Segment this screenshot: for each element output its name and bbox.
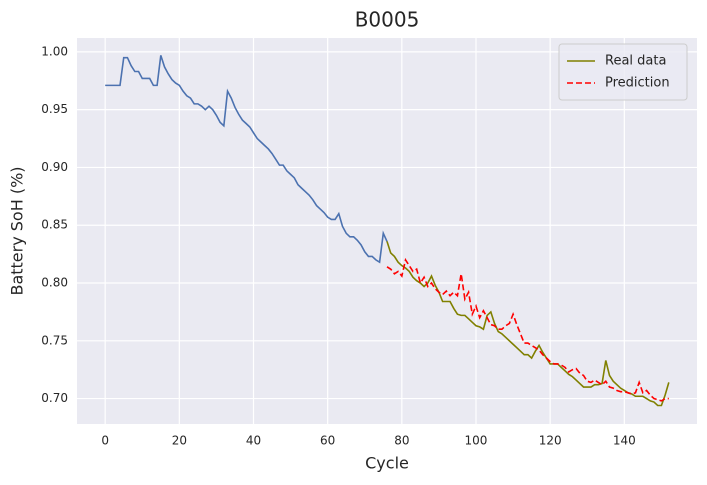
y-tick-label: 1.00	[41, 44, 68, 58]
legend-label: Prediction	[605, 76, 670, 91]
x-axis-label: Cycle	[365, 454, 409, 473]
legend: Real data Prediction	[558, 43, 688, 101]
x-tick-label: 80	[394, 434, 409, 448]
y-tick-label: 0.85	[41, 218, 68, 232]
x-tick-label: 100	[465, 434, 488, 448]
legend-label: Real data	[605, 54, 666, 69]
x-tick-label: 120	[539, 434, 562, 448]
y-tick-label: 0.90	[41, 160, 68, 174]
y-tick-label: 0.70	[41, 391, 68, 405]
x-tick-label: 60	[320, 434, 335, 448]
data-line	[386, 241, 670, 407]
y-tick-label: 0.95	[41, 102, 68, 116]
y-axis-label: Battery SoH (%)	[8, 166, 27, 295]
x-tick-label: 40	[246, 434, 261, 448]
chart-title: B0005	[355, 8, 420, 32]
legend-box	[558, 43, 688, 101]
x-tick-label: 0	[101, 434, 109, 448]
data-line	[386, 257, 669, 402]
data-line	[105, 55, 388, 264]
y-tick-label: 0.80	[41, 276, 68, 290]
plot-area	[77, 38, 697, 424]
y-tick-label: 0.75	[41, 333, 68, 347]
x-tick-label: 140	[613, 434, 636, 448]
x-tick-label: 20	[172, 434, 187, 448]
